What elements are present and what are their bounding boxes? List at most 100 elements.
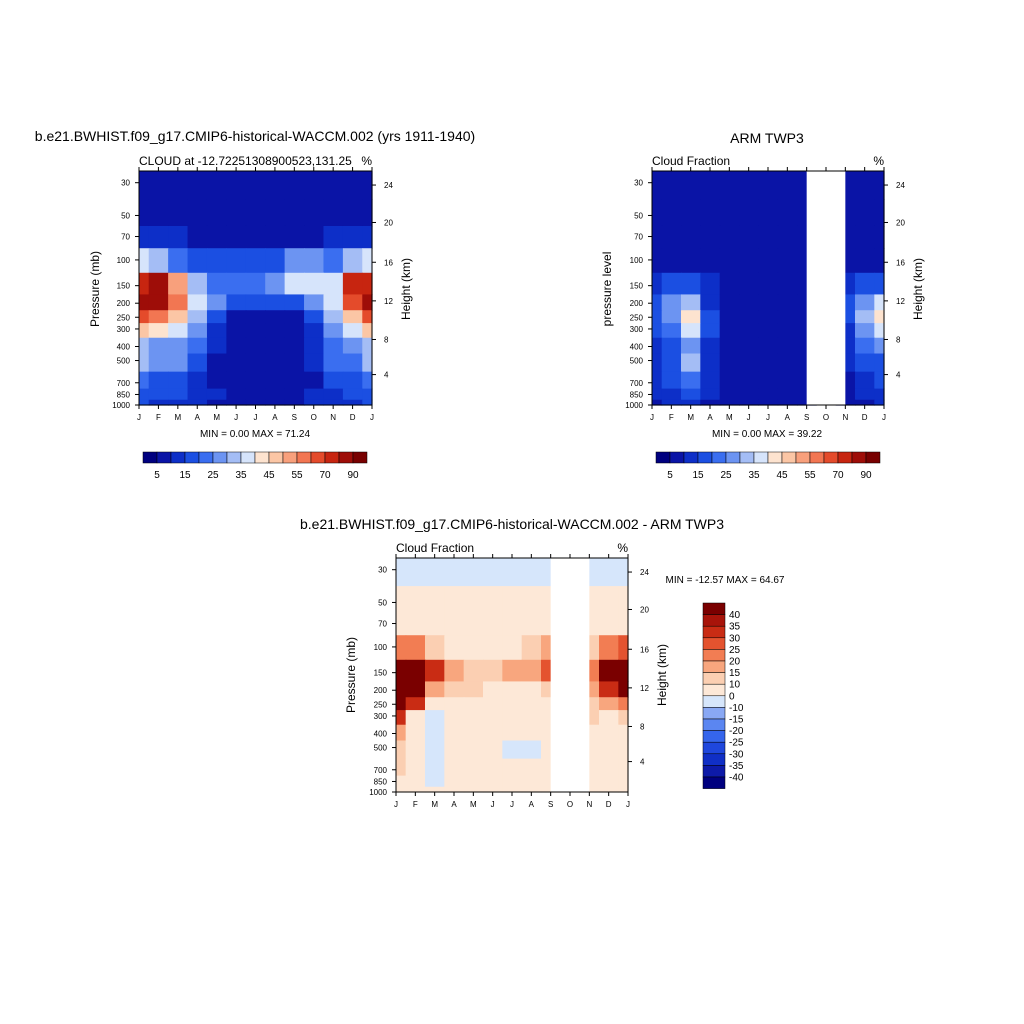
heatmap-cell	[855, 248, 875, 274]
heatmap-cell	[362, 294, 373, 311]
y-tick-label: 500	[374, 744, 388, 753]
heatmap-cell	[405, 558, 426, 587]
heatmap-cell	[168, 272, 189, 296]
heatmap-cell	[304, 199, 325, 227]
x-tick-label: M	[470, 800, 477, 809]
heatmap-cell	[148, 294, 169, 311]
heatmap-cell	[502, 558, 523, 587]
heatmap-cell	[206, 199, 227, 227]
heatmap-cell	[425, 558, 445, 587]
heatmap-cell	[405, 635, 426, 661]
y-tick-label: 300	[374, 712, 388, 721]
colorbar-swatch	[702, 614, 726, 627]
colorbar-swatch	[702, 625, 726, 639]
heatmap-cell	[521, 758, 542, 777]
heatmap-cell	[425, 758, 445, 777]
heatmap-cell	[777, 399, 798, 406]
heatmap-cell	[444, 758, 465, 777]
heatmap-cell	[226, 353, 247, 373]
heatmap-cell	[700, 199, 721, 227]
x-tick-label: F	[669, 413, 674, 422]
heatmap-cell	[463, 586, 484, 614]
heatmap-cell	[405, 612, 426, 636]
y-tick-label: 400	[374, 730, 388, 739]
heatmap-cell	[502, 612, 523, 636]
heatmap-cell	[835, 399, 856, 406]
y-right-tick-label: 4	[640, 758, 645, 767]
heatmap-cell	[502, 724, 523, 742]
heatmap-cell	[661, 337, 682, 355]
heatmap-cell	[835, 388, 856, 401]
heatmap-cell	[661, 171, 682, 200]
x-tick-label: A	[451, 800, 457, 809]
heatmap-cell	[168, 337, 189, 355]
heatmap-cell	[206, 310, 227, 324]
heatmap-cell	[148, 353, 169, 373]
heatmap-cell	[206, 399, 227, 406]
colorbar-label: 55	[291, 470, 303, 481]
heatmap-cell	[739, 337, 759, 355]
heatmap-cell	[444, 635, 465, 661]
heatmap-cell	[342, 272, 363, 296]
y-axis-label: Pressure (mb)	[88, 251, 102, 327]
colorbar-swatch	[767, 451, 783, 464]
heatmap-cell	[425, 697, 445, 711]
heatmap-cell	[777, 248, 798, 274]
heatmap-cell	[362, 199, 373, 227]
colorbar-swatch	[865, 451, 881, 464]
heatmap-cell	[444, 681, 465, 698]
heatmap-cell	[206, 294, 227, 311]
heatmap-cell	[245, 337, 266, 355]
heatmap-cell	[304, 371, 325, 390]
heatmap-cell	[168, 294, 189, 311]
heatmap-cell	[226, 310, 247, 324]
heatmap-cell	[599, 697, 619, 711]
heatmap-cell	[521, 558, 542, 587]
x-tick-label: O	[823, 413, 829, 422]
heatmap-cell	[483, 659, 503, 683]
heatmap-cell	[661, 353, 682, 373]
heatmap-cell	[502, 586, 523, 614]
colorbar-swatch	[212, 451, 228, 464]
heatmap-cell	[521, 740, 542, 760]
heatmap-cell	[652, 323, 663, 339]
heatmap-cell	[681, 294, 701, 311]
heatmap-cell	[652, 371, 663, 390]
heatmap-cell	[700, 371, 721, 390]
colorbar-swatch	[702, 683, 726, 697]
heatmap-cell	[463, 659, 484, 683]
heatmap-cell	[739, 388, 759, 401]
heatmap-cell	[342, 294, 363, 311]
heatmap-cell	[245, 248, 266, 274]
heatmap-cell	[874, 248, 885, 274]
heatmap-cell	[425, 786, 445, 793]
heatmap-cell	[739, 272, 759, 296]
heatmap-cell	[405, 775, 426, 788]
heatmap-cell	[777, 199, 798, 227]
heatmap-cell	[226, 294, 247, 311]
heatmap-cell	[463, 786, 484, 793]
colorbar-label: -20	[729, 726, 744, 737]
heatmap-cell	[226, 225, 247, 249]
colorbar-label: 45	[776, 470, 788, 481]
heatmap-cell	[700, 337, 721, 355]
heatmap-cell	[700, 225, 721, 249]
y-tick-label: 300	[630, 325, 644, 334]
heatmap-cell	[148, 310, 169, 324]
heatmap-cell	[758, 248, 779, 274]
heatmap-cell	[444, 612, 465, 636]
x-tick-label: M	[726, 413, 733, 422]
heatmap-cell	[405, 740, 426, 760]
heatmap-cell	[739, 323, 759, 339]
heatmap-cell	[362, 337, 373, 355]
heatmap-cell	[265, 323, 286, 339]
heatmap-cell	[148, 199, 169, 227]
x-tick-label: A	[272, 413, 278, 422]
heatmap-cell	[245, 399, 266, 406]
heatmap-cell	[681, 353, 701, 373]
colorbar-label: -40	[729, 773, 744, 784]
heatmap-cell	[652, 294, 663, 311]
heatmap-cell	[599, 740, 619, 760]
x-tick-label: F	[156, 413, 161, 422]
